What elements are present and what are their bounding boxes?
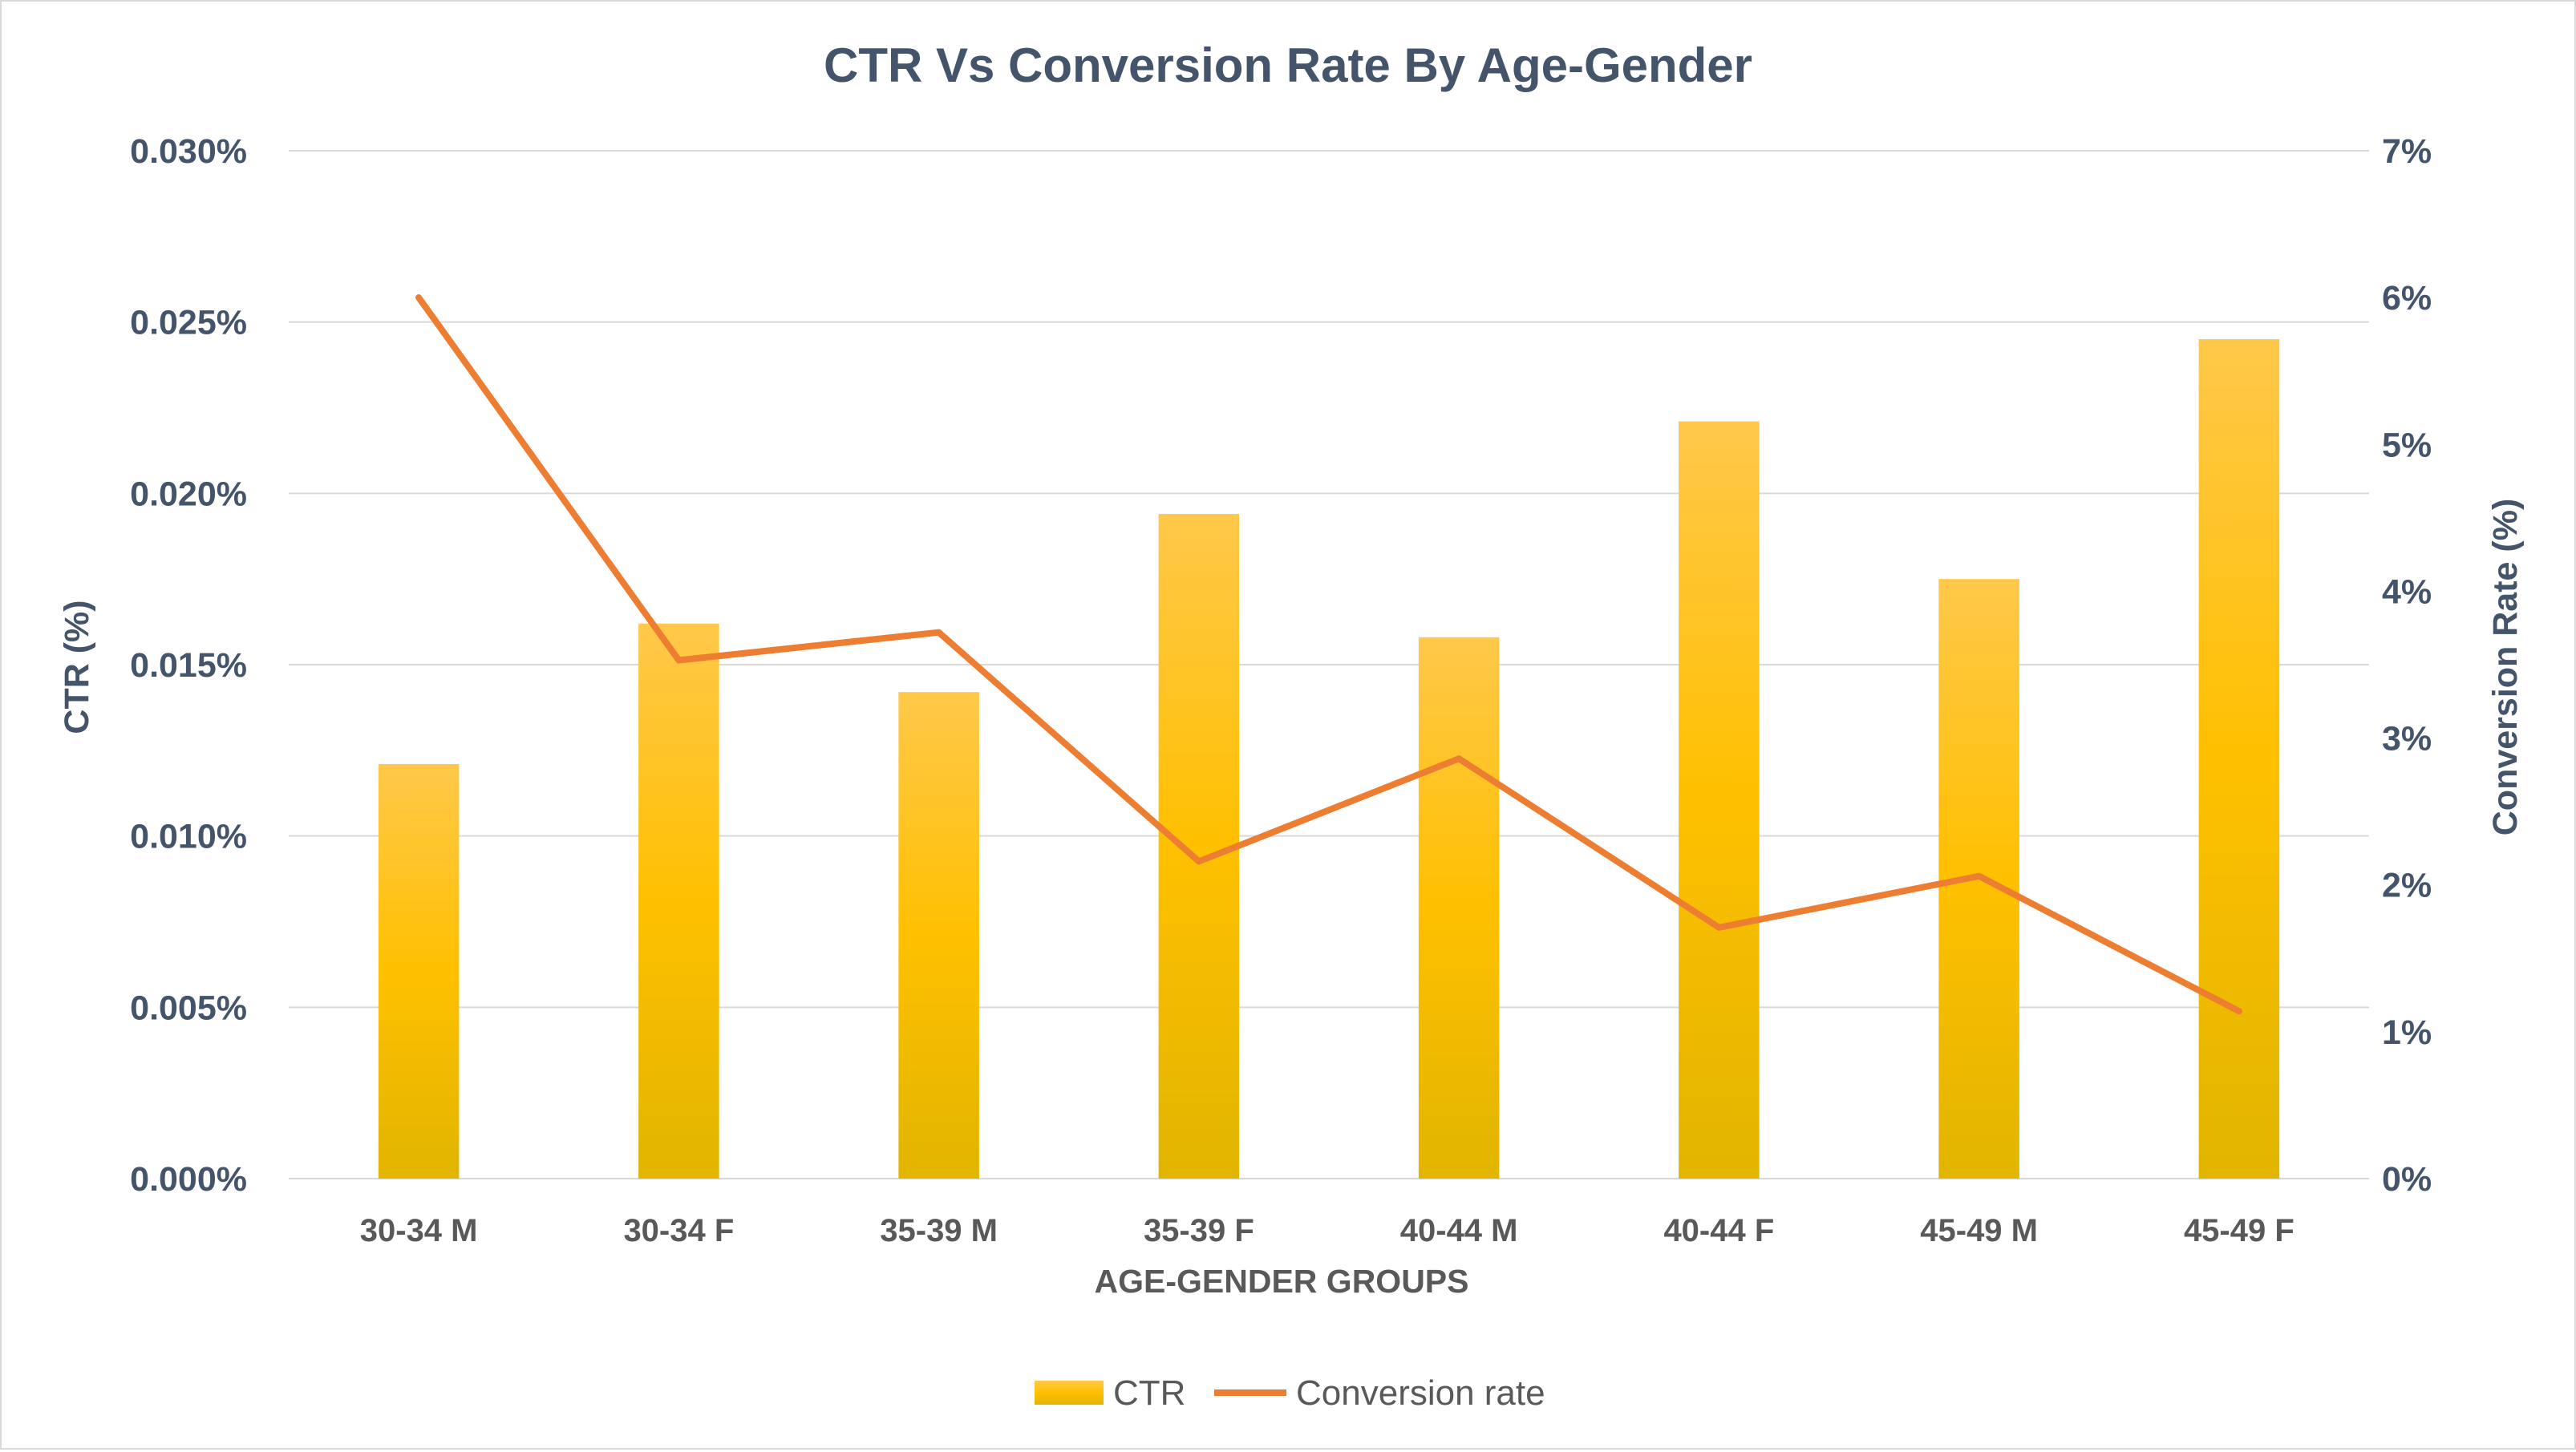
point-conversion-rate [2235,1008,2242,1015]
y-tick-label: 0.020% [130,475,247,513]
x-axis: 30-34 M 30-34 F 35-39 M 35-39 F 40-44 M 40-44… [360,1213,2295,1248]
chart-title: CTR Vs Conversion Rate By Age-Gender [824,38,1752,92]
y2-tick-label: 4% [2382,572,2432,611]
point-conversion-rate [1456,755,1463,762]
y2-tick-label: 6% [2382,279,2432,317]
y2-tick-label: 0% [2382,1160,2432,1199]
legend-label-conversion: Conversion rate [1296,1373,1545,1413]
bar-ctr [2198,339,2280,1179]
x-tick-label: 30-34 F [623,1213,734,1248]
point-conversion-rate [1715,924,1723,931]
y-axis-left: 0.000% 0.005% 0.010% 0.015% 0.020% 0.025% 0.03… [130,132,247,1199]
y2-tick-label: 5% [2382,426,2432,464]
y-tick-label: 0.025% [130,304,247,342]
legend-swatch-ctr [1035,1381,1104,1405]
y-tick-label: 0.005% [130,989,247,1027]
y2-tick-label: 2% [2382,867,2432,905]
x-tick-label: 40-44 M [1400,1213,1518,1248]
x-axis-title: AGE-GENDER GROUPS [1095,1263,1469,1300]
point-conversion-rate [935,629,942,636]
gridlines [289,150,2369,1179]
y-tick-label: 0.015% [130,646,247,685]
point-conversion-rate [415,294,423,301]
point-conversion-rate [675,657,682,664]
bar-ctr [378,763,460,1179]
bar-ctr [898,692,979,1179]
y2-axis-title: Conversion Rate (%) [2486,499,2525,836]
legend-label-ctr: CTR [1113,1373,1185,1413]
y2-tick-label: 7% [2382,132,2432,171]
bar-ctr [1679,421,1760,1179]
y-tick-label: 0.010% [130,818,247,856]
x-tick-label: 35-39 F [1144,1213,1254,1248]
point-conversion-rate [1975,872,1983,880]
x-tick-label: 30-34 M [360,1213,478,1248]
bar-ctr [1158,513,1240,1179]
y-tick-label: 0.030% [130,132,247,171]
bar-ctr [1418,637,1500,1179]
conversion-line [415,294,2242,1015]
y-tick-label: 0.000% [130,1160,247,1199]
ctr-bars [378,339,2280,1179]
point-conversion-rate [1195,858,1202,865]
x-tick-label: 45-49 M [1920,1213,2038,1248]
x-tick-label: 35-39 M [880,1213,998,1248]
y-axis-right: 0% 1% 2% 3% 4% 5% 6% 7% [2382,132,2432,1199]
y-axis-title: CTR (%) [58,600,96,734]
x-tick-label: 45-49 F [2184,1213,2295,1248]
bar-ctr [638,623,719,1179]
y2-tick-label: 3% [2382,720,2432,758]
legend: CTR Conversion rate [1035,1373,1545,1413]
line-conversion-rate [415,294,2242,1015]
x-tick-label: 40-44 F [1663,1213,1774,1248]
y2-tick-label: 1% [2382,1013,2432,1052]
